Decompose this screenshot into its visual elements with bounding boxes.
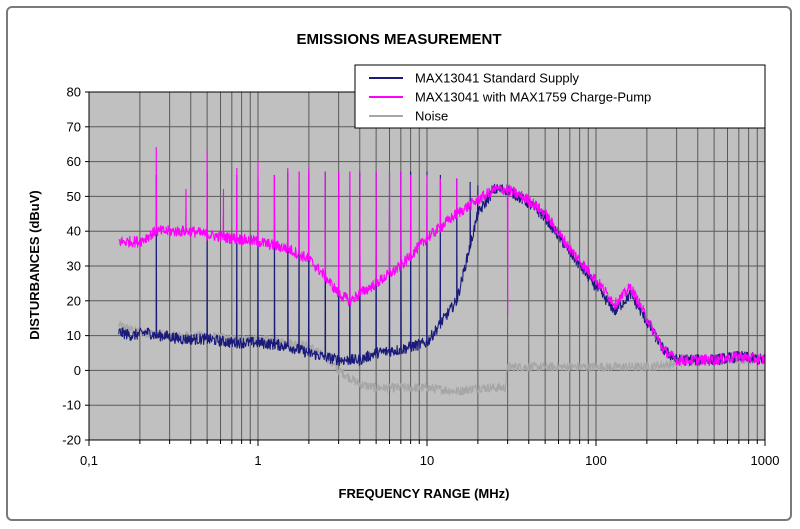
- series-peak-point: [375, 171, 377, 173]
- series-peak-point: [400, 171, 402, 173]
- y-tick-label: 70: [67, 119, 81, 134]
- x-tick-label: 10: [420, 453, 434, 468]
- series-peak-point: [222, 188, 225, 191]
- y-axis-title: DISTURBANCES (dBuV): [27, 190, 42, 340]
- y-tick-label: 60: [67, 154, 81, 169]
- series-peak-point: [206, 150, 208, 152]
- series-peak-point: [273, 174, 275, 177]
- series-line: [118, 147, 766, 366]
- series-peak-point: [439, 178, 441, 180]
- series-peak-point: [338, 171, 340, 173]
- series-peak-point: [236, 167, 238, 170]
- chart-title: EMISSIONS MEASUREMENT: [296, 31, 501, 48]
- legend-label: Noise: [415, 109, 448, 124]
- series-peak-point: [507, 314, 509, 316]
- series-peak-point: [287, 167, 289, 170]
- legend-box: [354, 64, 766, 129]
- series-peak-point: [359, 171, 361, 173]
- series-peak-point: [456, 178, 458, 180]
- x-tick-label: 100: [585, 453, 607, 468]
- series-peak-point: [410, 174, 412, 177]
- y-tick-label: 10: [67, 328, 81, 343]
- series-peak-point: [298, 171, 300, 173]
- series-peak-point: [439, 174, 441, 177]
- y-tick-label: 80: [67, 85, 81, 100]
- series-peak-point: [308, 167, 310, 170]
- series-1: [118, 147, 766, 366]
- y-tick-label: -10: [62, 398, 81, 413]
- series-peak-point: [469, 181, 471, 184]
- series-group: [118, 147, 766, 396]
- legend-label: MAX13041 Standard Supply: [415, 71, 580, 86]
- series-peak-point: [426, 171, 428, 173]
- series-peak-point: [257, 161, 259, 163]
- series-peak-point: [410, 171, 412, 173]
- x-tick-label: 1000: [751, 453, 780, 468]
- y-tick-label: -20: [62, 433, 81, 448]
- series-peak-point: [426, 174, 428, 177]
- y-tick-label: 50: [67, 189, 81, 204]
- series-peak-point: [388, 171, 391, 173]
- x-tick-label: 1: [254, 453, 261, 468]
- series-peak-point: [477, 185, 479, 187]
- x-tick-label: 0,1: [80, 453, 98, 468]
- legend: MAX13041 Standard Supply MAX13041 with MA…: [354, 64, 766, 129]
- y-tick-label: 0: [74, 363, 81, 378]
- series-line: [118, 320, 766, 396]
- series-peak-point: [155, 147, 157, 149]
- legend-label: MAX13041 with MAX1759 Charge-Pump: [415, 90, 651, 105]
- series-2: [118, 320, 766, 396]
- y-tick-label: 20: [67, 293, 81, 308]
- y-tick-label: 30: [67, 259, 81, 274]
- series-peak-point: [185, 188, 187, 191]
- series-peak-point: [349, 171, 351, 173]
- x-axis-title: FREQUENCY RANGE (MHz): [339, 486, 510, 501]
- series-peak-point: [324, 171, 326, 173]
- y-tick-label: 40: [67, 224, 81, 239]
